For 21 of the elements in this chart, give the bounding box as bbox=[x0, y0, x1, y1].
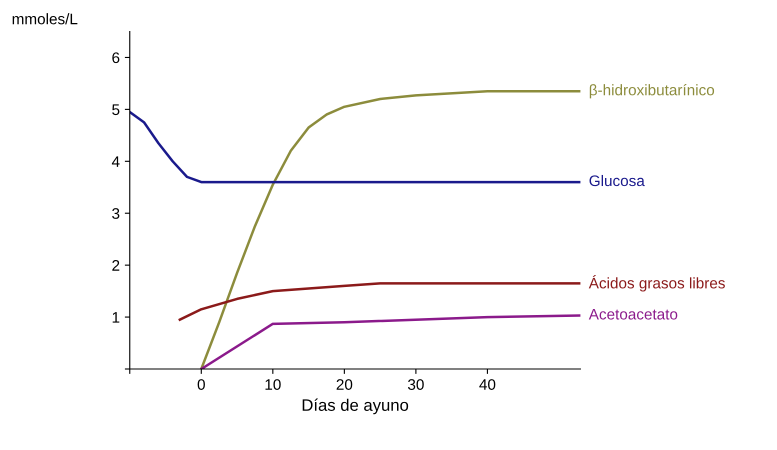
x-tick-label: 30 bbox=[408, 379, 424, 390]
y-tick-label: 3 bbox=[112, 208, 120, 219]
y-axis-title: mmoles/L bbox=[12, 13, 78, 24]
line-series bbox=[200, 90, 580, 369]
y-tick-label: 1 bbox=[112, 312, 120, 323]
x-tick-label: 0 bbox=[198, 379, 205, 390]
x-tick-label: 10 bbox=[265, 379, 281, 390]
series-label: Glucosa bbox=[590, 174, 645, 186]
line-series bbox=[200, 314, 580, 369]
y-tick-label: 2 bbox=[112, 260, 120, 271]
y-tick-label: 5 bbox=[112, 104, 120, 116]
x-axis-title: Días de ayuno bbox=[302, 398, 408, 414]
series-label: β-hidroxibutarínico bbox=[590, 84, 714, 98]
line-series bbox=[178, 282, 580, 321]
x-tick-label: 40 bbox=[479, 379, 496, 390]
series-label: Acetoacetato bbox=[588, 308, 678, 320]
y-tick-label: 6 bbox=[112, 52, 120, 64]
x-tick-label: 20 bbox=[336, 379, 352, 390]
line-series bbox=[130, 110, 580, 184]
series-label: Ácidos grasos libres bbox=[588, 275, 725, 292]
y-tick-label: 4 bbox=[112, 156, 120, 167]
